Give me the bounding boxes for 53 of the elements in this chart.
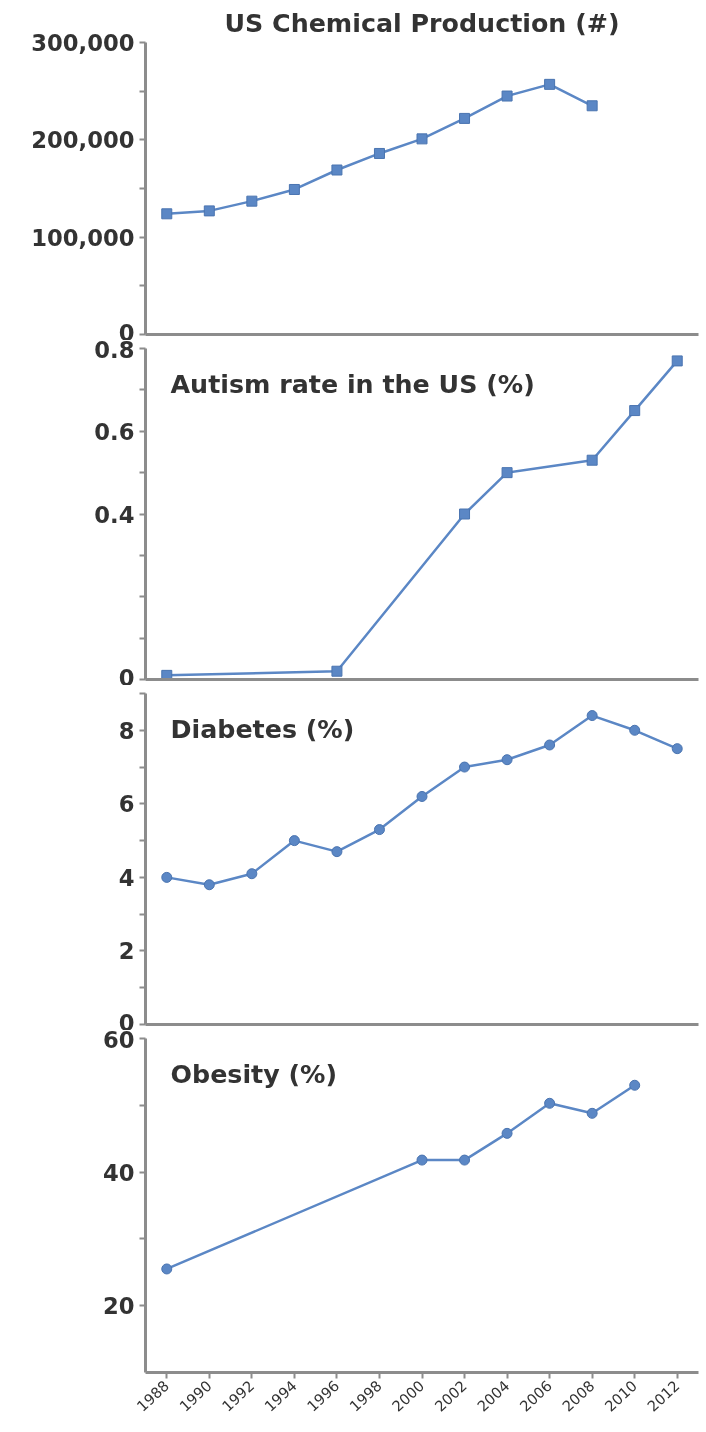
point — [459, 1154, 471, 1166]
y-tick-label: 8 — [118, 717, 135, 744]
point — [586, 1107, 598, 1119]
point — [331, 164, 343, 176]
point — [416, 1154, 428, 1166]
point — [161, 871, 173, 883]
point — [161, 208, 173, 220]
y-tick-label: 0.6 — [94, 418, 135, 445]
point — [544, 78, 556, 90]
point — [373, 147, 385, 159]
y-tick-label: 6 — [118, 791, 135, 818]
y-tick-label: 100,000 — [31, 224, 135, 251]
point — [629, 724, 641, 736]
point — [416, 133, 428, 145]
point — [629, 405, 641, 417]
point — [671, 743, 683, 755]
chart-title: US Chemical Production (#) — [224, 7, 620, 38]
point — [629, 1079, 641, 1091]
point — [288, 183, 300, 195]
point — [203, 879, 215, 891]
point — [459, 761, 471, 773]
point — [246, 195, 258, 207]
point — [331, 665, 343, 677]
y-tick-label: 2 — [118, 938, 135, 965]
point — [671, 355, 683, 367]
text: Obesity (%) — [170, 1058, 338, 1089]
point — [501, 90, 513, 102]
y-tick-label: 4 — [118, 864, 135, 891]
point — [544, 1097, 556, 1109]
point — [501, 467, 513, 479]
point — [161, 1263, 173, 1275]
point — [331, 846, 343, 858]
point — [416, 790, 428, 802]
point — [501, 1127, 513, 1139]
point — [459, 112, 471, 124]
y-tick-label: 20 — [102, 1293, 135, 1320]
point — [586, 710, 598, 722]
point — [246, 868, 258, 880]
text: Diabetes (%) — [170, 713, 355, 744]
point — [459, 508, 471, 520]
point — [501, 754, 513, 766]
point — [373, 824, 385, 836]
point — [586, 100, 598, 112]
text: Autism rate in the US (%) — [170, 368, 535, 399]
point — [288, 835, 300, 847]
point — [586, 454, 598, 466]
y-tick-label: 0.4 — [94, 501, 135, 528]
point — [203, 205, 215, 217]
y-tick-label: 200,000 — [31, 127, 135, 154]
y-tick-label: 0 — [118, 664, 135, 691]
y-tick-label: 40 — [102, 1159, 135, 1186]
y-tick-label: 300,000 — [31, 30, 135, 56]
point — [544, 739, 556, 751]
